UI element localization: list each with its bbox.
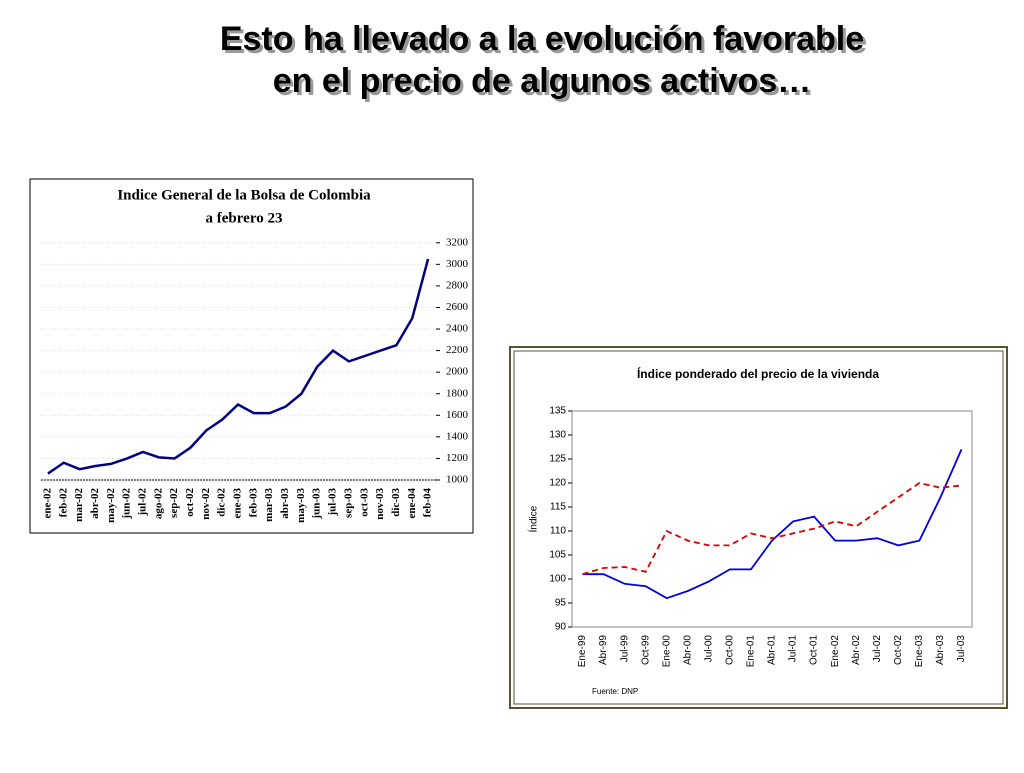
x-tick-label: ene-03 [232, 488, 244, 519]
title-shadow: Esto ha llevado a la evolución favorable [223, 23, 867, 61]
x-tick-label: may-02 [105, 488, 117, 523]
x-tick-label: feb-03 [247, 488, 259, 518]
x-tick-label: Abr-00 [682, 635, 693, 665]
y-tick-label: 1400 [446, 430, 469, 442]
y-tick-label: 105 [549, 550, 566, 561]
chart-frame [29, 178, 474, 534]
x-tick-label: Ene-01 [746, 635, 757, 668]
data-line [582, 482, 962, 576]
chart-title: Índice ponderado del precio de la vivien… [637, 366, 879, 381]
x-tick-label: sep-02 [168, 488, 180, 518]
y-tick-label: 2600 [446, 301, 469, 313]
y-tick-label: 130 [549, 430, 566, 441]
x-tick-label: Ene-00 [661, 635, 672, 668]
x-tick-label: Abr-99 [598, 635, 609, 665]
x-tick-label: feb-04 [422, 488, 434, 518]
slide-title: Esto ha llevado a la evolución favorable [220, 20, 864, 58]
y-tick-label: 1800 [446, 387, 469, 399]
x-tick-label: Jul-03 [956, 635, 967, 663]
data-line [47, 258, 430, 475]
x-tick-label: Ene-03 [914, 635, 925, 668]
y-tick-label: 2800 [446, 279, 469, 291]
y-tick-label: 2000 [446, 366, 469, 378]
x-tick-label: Jul-01 [788, 635, 799, 663]
x-tick-label: oct-03 [358, 488, 370, 517]
y-tick-label: 120 [549, 478, 566, 489]
y-tick-label: 2200 [446, 344, 469, 356]
source-note: Fuente: DNP [592, 687, 638, 696]
slide-title: en el precio de algunos activos… [273, 62, 812, 100]
y-tick-label: 2400 [446, 323, 469, 335]
x-tick-label: Ene-99 [577, 635, 588, 668]
x-tick-label: abr-02 [89, 488, 101, 519]
x-tick-label: Jul-00 [703, 635, 714, 663]
x-tick-label: oct-02 [184, 488, 196, 517]
chart-subtitle: a febrero 23 [206, 210, 283, 226]
y-tick-label: 3000 [446, 258, 469, 270]
x-tick-label: Jul-99 [619, 635, 630, 663]
x-tick-label: abr-03 [279, 488, 291, 519]
x-tick-label: may-03 [295, 488, 307, 523]
x-tick-label: jun-03 [311, 488, 323, 520]
x-tick-label: jun-02 [121, 488, 133, 520]
x-tick-label: Oct-99 [640, 635, 651, 665]
y-tick-label: 1200 [446, 452, 469, 464]
x-tick-label: ago-02 [152, 488, 164, 520]
y-tick-label: 3200 [446, 236, 469, 248]
y-tick-label: 115 [550, 502, 566, 513]
x-tick-label: Oct-00 [725, 635, 736, 665]
data-line [582, 449, 963, 600]
y-tick-label: 135 [549, 406, 566, 417]
x-tick-label: Oct-01 [809, 635, 820, 665]
x-tick-label: feb-02 [57, 488, 69, 518]
x-tick-label: jul-02 [136, 488, 148, 517]
x-tick-label: nov-02 [200, 488, 212, 520]
y-tick-label: 110 [550, 526, 566, 537]
x-tick-label: Oct-02 [893, 635, 904, 665]
x-tick-label: Abr-01 [767, 635, 778, 665]
x-tick-label: sep-03 [342, 488, 354, 518]
x-tick-label: jul-03 [327, 488, 339, 517]
x-tick-label: Jul-02 [872, 635, 883, 663]
x-tick-label: ene-04 [406, 488, 418, 519]
chart-frame [513, 350, 1004, 705]
x-tick-label: mar-03 [263, 488, 275, 522]
y-tick-label: 125 [549, 454, 566, 465]
x-tick-label: nov-03 [374, 488, 386, 520]
x-tick-label: Ene-02 [830, 635, 841, 668]
chart-title: Indice General de la Bolsa de Colombia [117, 187, 371, 203]
title-shadow: en el precio de algunos activos… [276, 65, 815, 103]
y-tick-label: 1600 [446, 409, 469, 421]
y-tick-label: 90 [555, 622, 567, 633]
x-tick-label: ene-02 [41, 488, 53, 519]
x-tick-label: mar-02 [73, 488, 85, 522]
plot-area [571, 410, 973, 628]
x-tick-label: dic-03 [390, 488, 402, 517]
y-tick-label: 1000 [446, 474, 469, 486]
x-tick-label: dic-02 [216, 488, 228, 517]
y-tick-label: 100 [549, 574, 566, 585]
x-tick-label: Abr-02 [851, 635, 862, 665]
y-tick-label: 95 [555, 598, 567, 609]
x-tick-label: Abr-03 [935, 635, 946, 665]
y-axis-label: Índice [527, 505, 540, 532]
